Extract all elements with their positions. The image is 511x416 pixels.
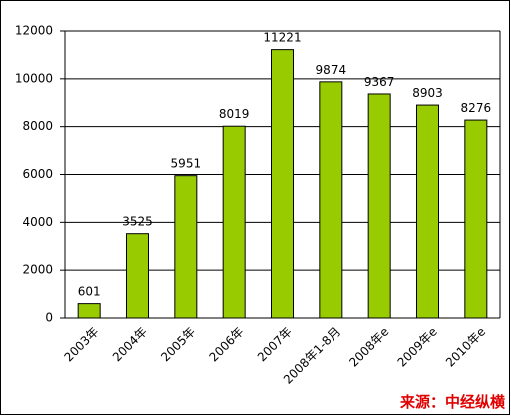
bar <box>126 233 149 319</box>
y-tick-label: 4000 <box>22 215 53 229</box>
y-tick-label: 0 <box>45 311 53 325</box>
data-label: 601 <box>78 285 101 299</box>
source-note: 来源：中经纵横 <box>399 393 506 411</box>
y-tick-label: 10000 <box>15 71 53 85</box>
bar <box>464 119 488 319</box>
y-tick-label: 8000 <box>22 119 53 133</box>
bar <box>367 93 391 319</box>
data-label: 8019 <box>219 107 250 121</box>
bar <box>271 49 294 319</box>
data-label: 11221 <box>263 31 301 45</box>
y-tick-label: 6000 <box>22 167 53 181</box>
bar <box>77 303 101 319</box>
bar <box>319 81 343 319</box>
data-label: 5951 <box>171 157 202 171</box>
bar <box>174 175 198 319</box>
data-label: 8276 <box>461 101 492 115</box>
data-label: 8903 <box>412 86 443 100</box>
data-label: 9367 <box>364 75 395 89</box>
bar <box>416 104 439 319</box>
data-label: 3525 <box>122 215 153 229</box>
y-tick-label: 12000 <box>15 24 53 38</box>
bar <box>222 125 246 319</box>
data-label: 9874 <box>316 63 347 77</box>
y-tick-label: 2000 <box>22 263 53 277</box>
